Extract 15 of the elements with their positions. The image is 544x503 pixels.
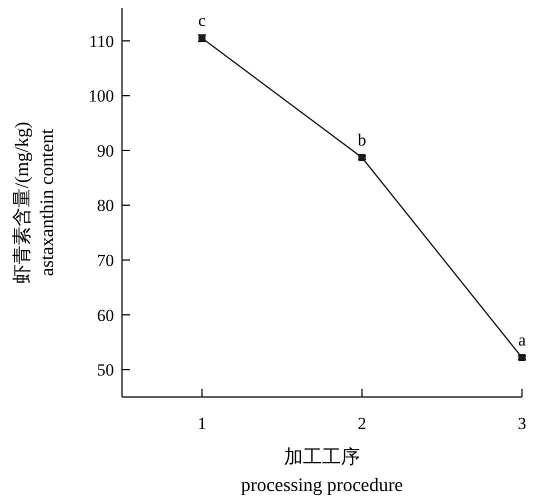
y-tick-label: 90	[97, 141, 114, 160]
y-tick-label: 80	[97, 196, 114, 216]
annotation: c	[198, 11, 206, 30]
y-tick-label: 60	[97, 306, 114, 325]
y-axis-title: 虾青素含量/(mg/kg) astaxanthin content	[12, 122, 58, 284]
y-tick-label: 70	[97, 251, 114, 270]
annotation: a	[518, 330, 526, 350]
x-tick-label: 3	[518, 414, 526, 433]
y-tick-label: 110	[89, 32, 114, 51]
y-tick-label: 100	[88, 86, 114, 106]
x-axis-title: 加工工序 processing procedure	[241, 446, 403, 496]
x-tick-label: 1	[198, 414, 206, 433]
y-tick-label: 50	[97, 360, 114, 380]
x-tick-label: 2	[358, 414, 366, 433]
annotation: b	[358, 130, 366, 150]
